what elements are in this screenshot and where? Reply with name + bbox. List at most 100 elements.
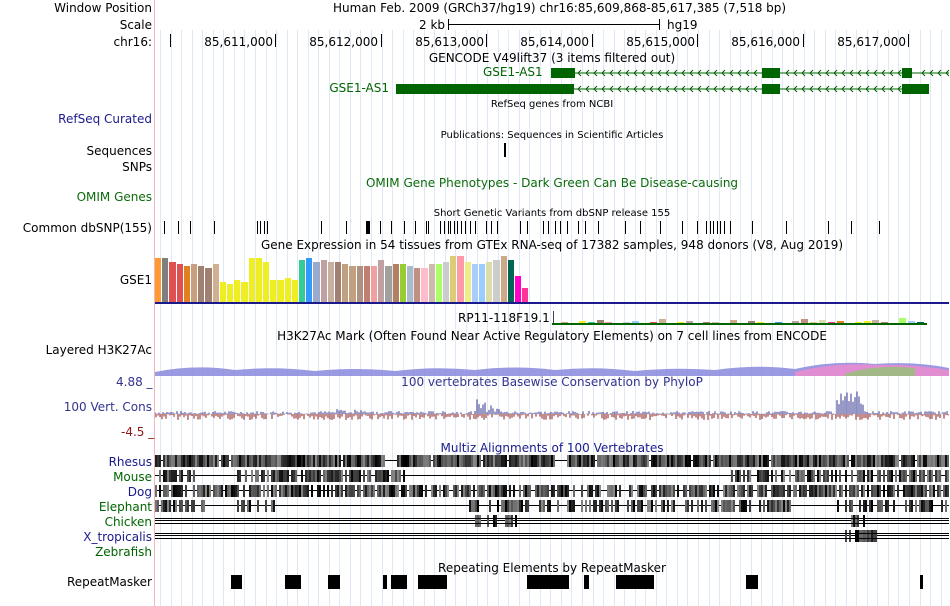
gtex-gene2-label[interactable]: RP11-118F19.1: [458, 311, 550, 325]
snp-marker[interactable]: [486, 221, 487, 234]
gtex-gene2-tissue-bar[interactable]: [872, 320, 880, 324]
snp-marker[interactable]: [717, 221, 718, 234]
snp-marker[interactable]: [346, 221, 347, 234]
snp-marker[interactable]: [454, 221, 455, 234]
refseq-track-label[interactable]: RefSeq Curated: [58, 112, 152, 126]
gtex-tissue-bar[interactable]: [306, 258, 313, 302]
gene-models[interactable]: [0, 0, 950, 100]
snp-marker[interactable]: [682, 221, 683, 234]
gtex-tissue-bar[interactable]: [162, 258, 169, 302]
snp-marker[interactable]: [598, 221, 599, 234]
snp-marker[interactable]: [730, 221, 731, 234]
snp-marker[interactable]: [497, 221, 498, 234]
gtex-tissue-bar[interactable]: [479, 264, 486, 302]
gtex-gene2-tissue-bar[interactable]: [863, 321, 871, 324]
gtex-tissue-bar[interactable]: [155, 258, 162, 302]
snp-marker[interactable]: [625, 221, 626, 234]
snp-marker[interactable]: [465, 221, 466, 234]
gtex-gene2-tissue-bar[interactable]: [792, 321, 800, 324]
gtex-tissue-bar[interactable]: [248, 258, 255, 302]
gtex-gene2-tissue-bar[interactable]: [685, 321, 693, 324]
repeat-element[interactable]: [746, 575, 758, 589]
snp-marker[interactable]: [491, 221, 492, 234]
repeat-element[interactable]: [231, 575, 242, 589]
snp-marker[interactable]: [426, 221, 427, 234]
gtex-gene2-tissue-bar[interactable]: [596, 320, 604, 324]
snp-marker[interactable]: [851, 221, 852, 234]
snp-marker[interactable]: [828, 221, 829, 234]
dbsnp-variants[interactable]: [0, 221, 950, 234]
species-zebrafish[interactable]: Zebrafish: [95, 545, 152, 559]
snp-marker[interactable]: [366, 221, 367, 234]
gtex-tissue-bar[interactable]: [414, 268, 421, 302]
gtex-tissue-bar[interactable]: [356, 266, 363, 302]
gtex-tissue-bar[interactable]: [284, 278, 291, 302]
snp-marker[interactable]: [752, 221, 753, 234]
snp-marker[interactable]: [697, 221, 698, 234]
gtex-gene2-tissue-bar[interactable]: [632, 321, 640, 324]
snp-marker[interactable]: [260, 221, 261, 234]
snp-marker[interactable]: [178, 221, 179, 234]
snp-marker[interactable]: [706, 221, 707, 234]
gtex-tissue-bar[interactable]: [500, 256, 507, 302]
gtex-tissue-bar[interactable]: [349, 266, 356, 302]
snp-marker[interactable]: [415, 221, 416, 234]
repeat-element[interactable]: [418, 575, 447, 589]
snp-marker[interactable]: [461, 221, 462, 234]
gtex-tissue-bar[interactable]: [205, 268, 212, 302]
gtex-tissue-bar[interactable]: [291, 280, 298, 302]
h3k27-signal[interactable]: [155, 356, 949, 376]
gtex-gene2-tissue-bar[interactable]: [819, 320, 826, 324]
gtex-tissue-bar[interactable]: [378, 260, 385, 302]
refseq-gene-label[interactable]: GSE1-AS1: [329, 81, 389, 95]
snp-marker[interactable]: [404, 221, 405, 234]
gtex-tissue-bar[interactable]: [263, 262, 270, 302]
snp-marker[interactable]: [440, 221, 441, 234]
gtex-gene2-tissue-bar[interactable]: [578, 321, 586, 324]
gtex-tissue-bar[interactable]: [320, 260, 327, 302]
gtex-tissue-bar[interactable]: [176, 264, 183, 302]
gtex-tissue-bar[interactable]: [212, 264, 219, 302]
gtex-tissue-bar[interactable]: [443, 262, 450, 302]
snp-marker[interactable]: [367, 221, 368, 234]
gtex-tissue-bar[interactable]: [241, 282, 248, 302]
cons-label[interactable]: 100 Vert. Cons: [63, 400, 152, 414]
snp-marker[interactable]: [879, 221, 880, 234]
snp-marker[interactable]: [257, 221, 258, 234]
snp-marker[interactable]: [660, 221, 661, 234]
gtex-tissue-bar[interactable]: [399, 264, 406, 302]
snp-marker[interactable]: [520, 221, 521, 234]
gtex-tissue-bar[interactable]: [371, 266, 378, 302]
gtex-gene2-tissue-bar[interactable]: [747, 321, 755, 324]
repeat-element[interactable]: [391, 575, 407, 589]
gtex-tissue-bar[interactable]: [435, 264, 442, 302]
snp-marker[interactable]: [267, 221, 268, 234]
gtex-tissue-bar[interactable]: [507, 260, 514, 302]
snp-marker[interactable]: [428, 221, 429, 234]
species-mouse[interactable]: Mouse: [113, 470, 152, 484]
gtex-gene2-tissue-bar[interactable]: [730, 320, 737, 324]
repeat-element[interactable]: [285, 575, 301, 589]
species-rhesus[interactable]: Rhesus: [108, 455, 152, 469]
snp-marker[interactable]: [555, 221, 556, 234]
snp-marker[interactable]: [264, 221, 265, 234]
snp-marker[interactable]: [567, 221, 568, 234]
gtex-tissue-bar[interactable]: [385, 266, 392, 302]
gtex-tissue-bar[interactable]: [234, 280, 241, 302]
gtex-tissue-bar[interactable]: [363, 266, 370, 302]
snp-marker[interactable]: [470, 221, 471, 234]
window-position-value[interactable]: Human Feb. 2009 (GRCh37/hg19) chr16:85,6…: [333, 1, 787, 15]
snp-marker[interactable]: [640, 221, 641, 234]
gencode-gene-label[interactable]: GSE1-AS1: [483, 65, 543, 79]
species-x-tropicalis[interactable]: X_tropicalis: [83, 530, 152, 544]
gtex-gene2-tissue-bar[interactable]: [836, 321, 844, 324]
gtex-tissue-bar[interactable]: [313, 262, 320, 302]
publication-marker[interactable]: [504, 143, 506, 157]
gtex-tissue-bar[interactable]: [493, 260, 500, 302]
gtex-tissue-bar[interactable]: [486, 262, 493, 302]
repeat-element[interactable]: [584, 575, 589, 589]
snp-marker[interactable]: [164, 221, 165, 234]
species-chicken[interactable]: Chicken: [104, 515, 152, 529]
gtex-tissue-bar[interactable]: [183, 266, 190, 302]
gtex-tissue-bar[interactable]: [327, 262, 334, 302]
